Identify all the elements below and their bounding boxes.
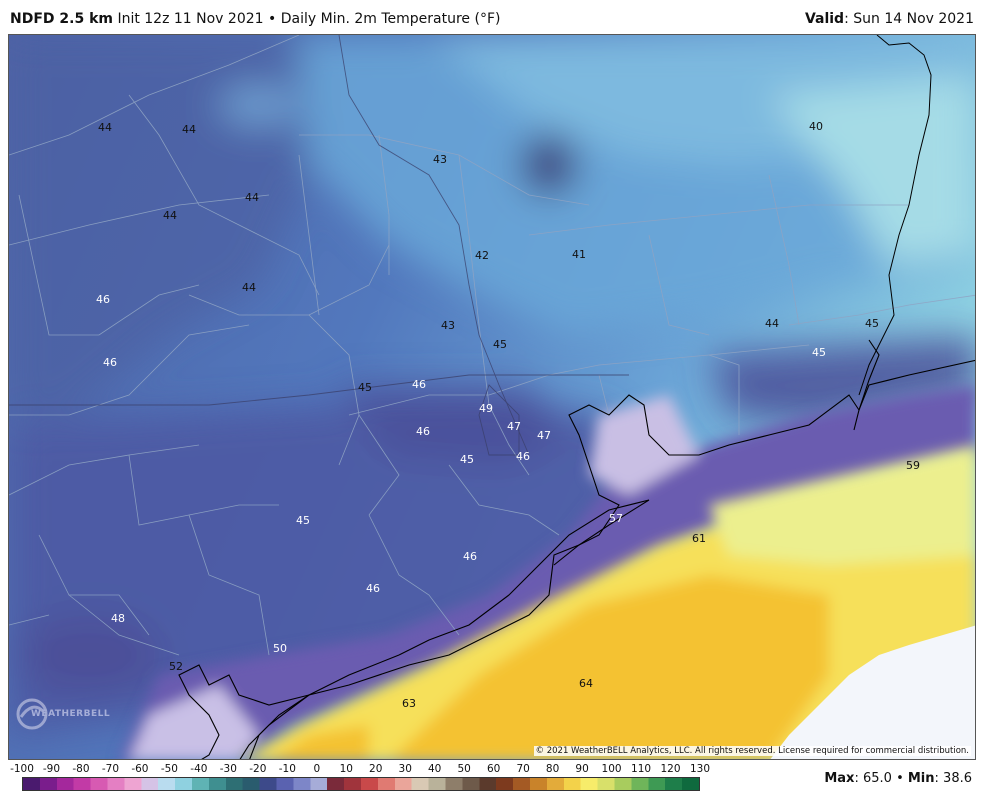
- valid-label: Valid: [804, 11, 845, 27]
- swirl-icon: [16, 698, 48, 730]
- scale-tick-label: -30: [219, 763, 237, 775]
- temperature-label: 47: [537, 429, 551, 442]
- scale-tick-label: -100: [10, 763, 34, 775]
- scale-tick-label: 130: [689, 763, 711, 775]
- temperature-label: 40: [809, 120, 823, 133]
- color-scale-bar: [22, 777, 700, 791]
- scale-tick-label: 10: [339, 763, 353, 775]
- temperature-label: 57: [609, 512, 623, 525]
- stats-bullet: •: [896, 771, 904, 786]
- temperature-label: 44: [242, 281, 256, 294]
- init-time: Init 12z 11 Nov 2021: [117, 11, 264, 27]
- temperature-label: 46: [412, 378, 426, 391]
- title-bullet: •: [268, 11, 277, 27]
- temperature-label: 46: [463, 550, 477, 563]
- temperature-label: 48: [111, 612, 125, 625]
- major-roads: [9, 35, 629, 456]
- temperature-label: 42: [475, 249, 489, 262]
- scale-tick-label: 70: [516, 763, 530, 775]
- temperature-label: 46: [516, 450, 530, 463]
- temperature-label: 44: [163, 209, 177, 222]
- temperature-label: 46: [96, 293, 110, 306]
- max-value: : 65.0: [854, 771, 892, 786]
- scale-tick-label: 60: [486, 763, 501, 775]
- scale-tick-label: 80: [545, 763, 560, 775]
- temperature-label: 50: [273, 642, 287, 655]
- temperature-label: 45: [493, 338, 507, 351]
- county-borders: [9, 35, 975, 656]
- temperature-shading: [9, 35, 975, 735]
- temperature-label: 63: [402, 697, 416, 710]
- weatherbell-logo: WEATHERBELL: [15, 697, 110, 731]
- gulf-warm-water: [242, 445, 975, 759]
- scale-tick-label: -90: [42, 763, 61, 775]
- map-panel: 44 44 44 44 43 40 42 41 46 44 43 44 45 45 45 46 45 46 49 47…: [8, 34, 976, 760]
- scale-tick-label: -10: [278, 763, 296, 775]
- coastline: [178, 339, 975, 759]
- temperature-label: 44: [245, 191, 259, 204]
- min-value: : 38.6: [934, 771, 972, 786]
- coastal-band: [119, 385, 975, 759]
- scale-tick-label: -60: [131, 763, 149, 775]
- temperature-label: 47: [507, 420, 521, 433]
- scale-tick-label: 110: [631, 763, 652, 775]
- map-title: NDFD 2.5 km Init 12z 11 Nov 2021 • Daily…: [10, 11, 500, 27]
- temperature-label: 61: [692, 532, 706, 545]
- temperature-label: 45: [358, 381, 372, 394]
- scale-tick-label: 40: [428, 763, 442, 775]
- scale-tick-label: 90: [575, 763, 589, 775]
- scale-tick-label: -70: [101, 763, 119, 775]
- scale-tick-label: -40: [190, 763, 208, 775]
- scale-tick-label: -80: [72, 763, 90, 775]
- temperature-labels: 44 44 44 44 43 40 42 41 46 44 43 44 45 45 45 46 45 46 49 47…: [96, 120, 920, 710]
- temperature-label: 46: [103, 356, 117, 369]
- temperature-label: 45: [812, 346, 826, 359]
- temperature-label: 43: [441, 319, 455, 332]
- temperature-label: 46: [416, 425, 430, 438]
- product-name: Daily Min. 2m Temperature (°F): [280, 11, 501, 27]
- temperature-label: 41: [572, 248, 586, 261]
- valid-value: : Sun 14 Nov 2021: [844, 11, 974, 27]
- temperature-label: 44: [182, 123, 196, 136]
- scale-tick-label: 50: [457, 763, 471, 775]
- temperature-label: 44: [98, 121, 112, 134]
- scale-tick-label: 0: [313, 763, 321, 775]
- temperature-label: 44: [765, 317, 779, 330]
- copyright-notice: © 2021 WeatherBELL Analytics, LLC. All r…: [533, 746, 971, 756]
- state-border: [858, 35, 932, 396]
- no-data-region: [770, 625, 975, 759]
- temperature-label: 59: [906, 459, 920, 472]
- temperature-label: 43: [433, 153, 447, 166]
- model-name: NDFD 2.5 km: [10, 11, 113, 27]
- scale-tick-label: 30: [398, 763, 412, 775]
- max-label: Max: [824, 771, 855, 786]
- scale-tick-label: 20: [369, 763, 383, 775]
- map-stats: Max: 65.0 • Min: 38.6: [824, 771, 972, 786]
- temperature-label: 52: [169, 660, 183, 673]
- temperature-label: 64: [579, 677, 593, 690]
- scale-tick-label: 100: [601, 763, 622, 775]
- temperature-label: 46: [366, 582, 380, 595]
- min-label: Min: [907, 771, 935, 786]
- temperature-map: 44 44 44 44 43 40 42 41 46 44 43 44 45 45 45 46 45 46 49 47…: [9, 35, 975, 759]
- color-scale-ticks: -100 -90 -80 -70 -60 -50 -40 -30 -20 -10 0 10 20 30 40…: [0, 763, 720, 777]
- valid-time: Valid: Sun 14 Nov 2021: [805, 11, 974, 27]
- temperature-label: 45: [865, 317, 879, 330]
- temperature-label: 45: [460, 453, 474, 466]
- temperature-label: 45: [296, 514, 310, 527]
- scale-tick-label: -20: [249, 763, 267, 775]
- scale-tick-label: 120: [660, 763, 681, 775]
- logo-text: WEATHERBELL: [31, 709, 111, 719]
- temperature-label: 49: [479, 402, 493, 415]
- scale-tick-label: -50: [160, 763, 178, 775]
